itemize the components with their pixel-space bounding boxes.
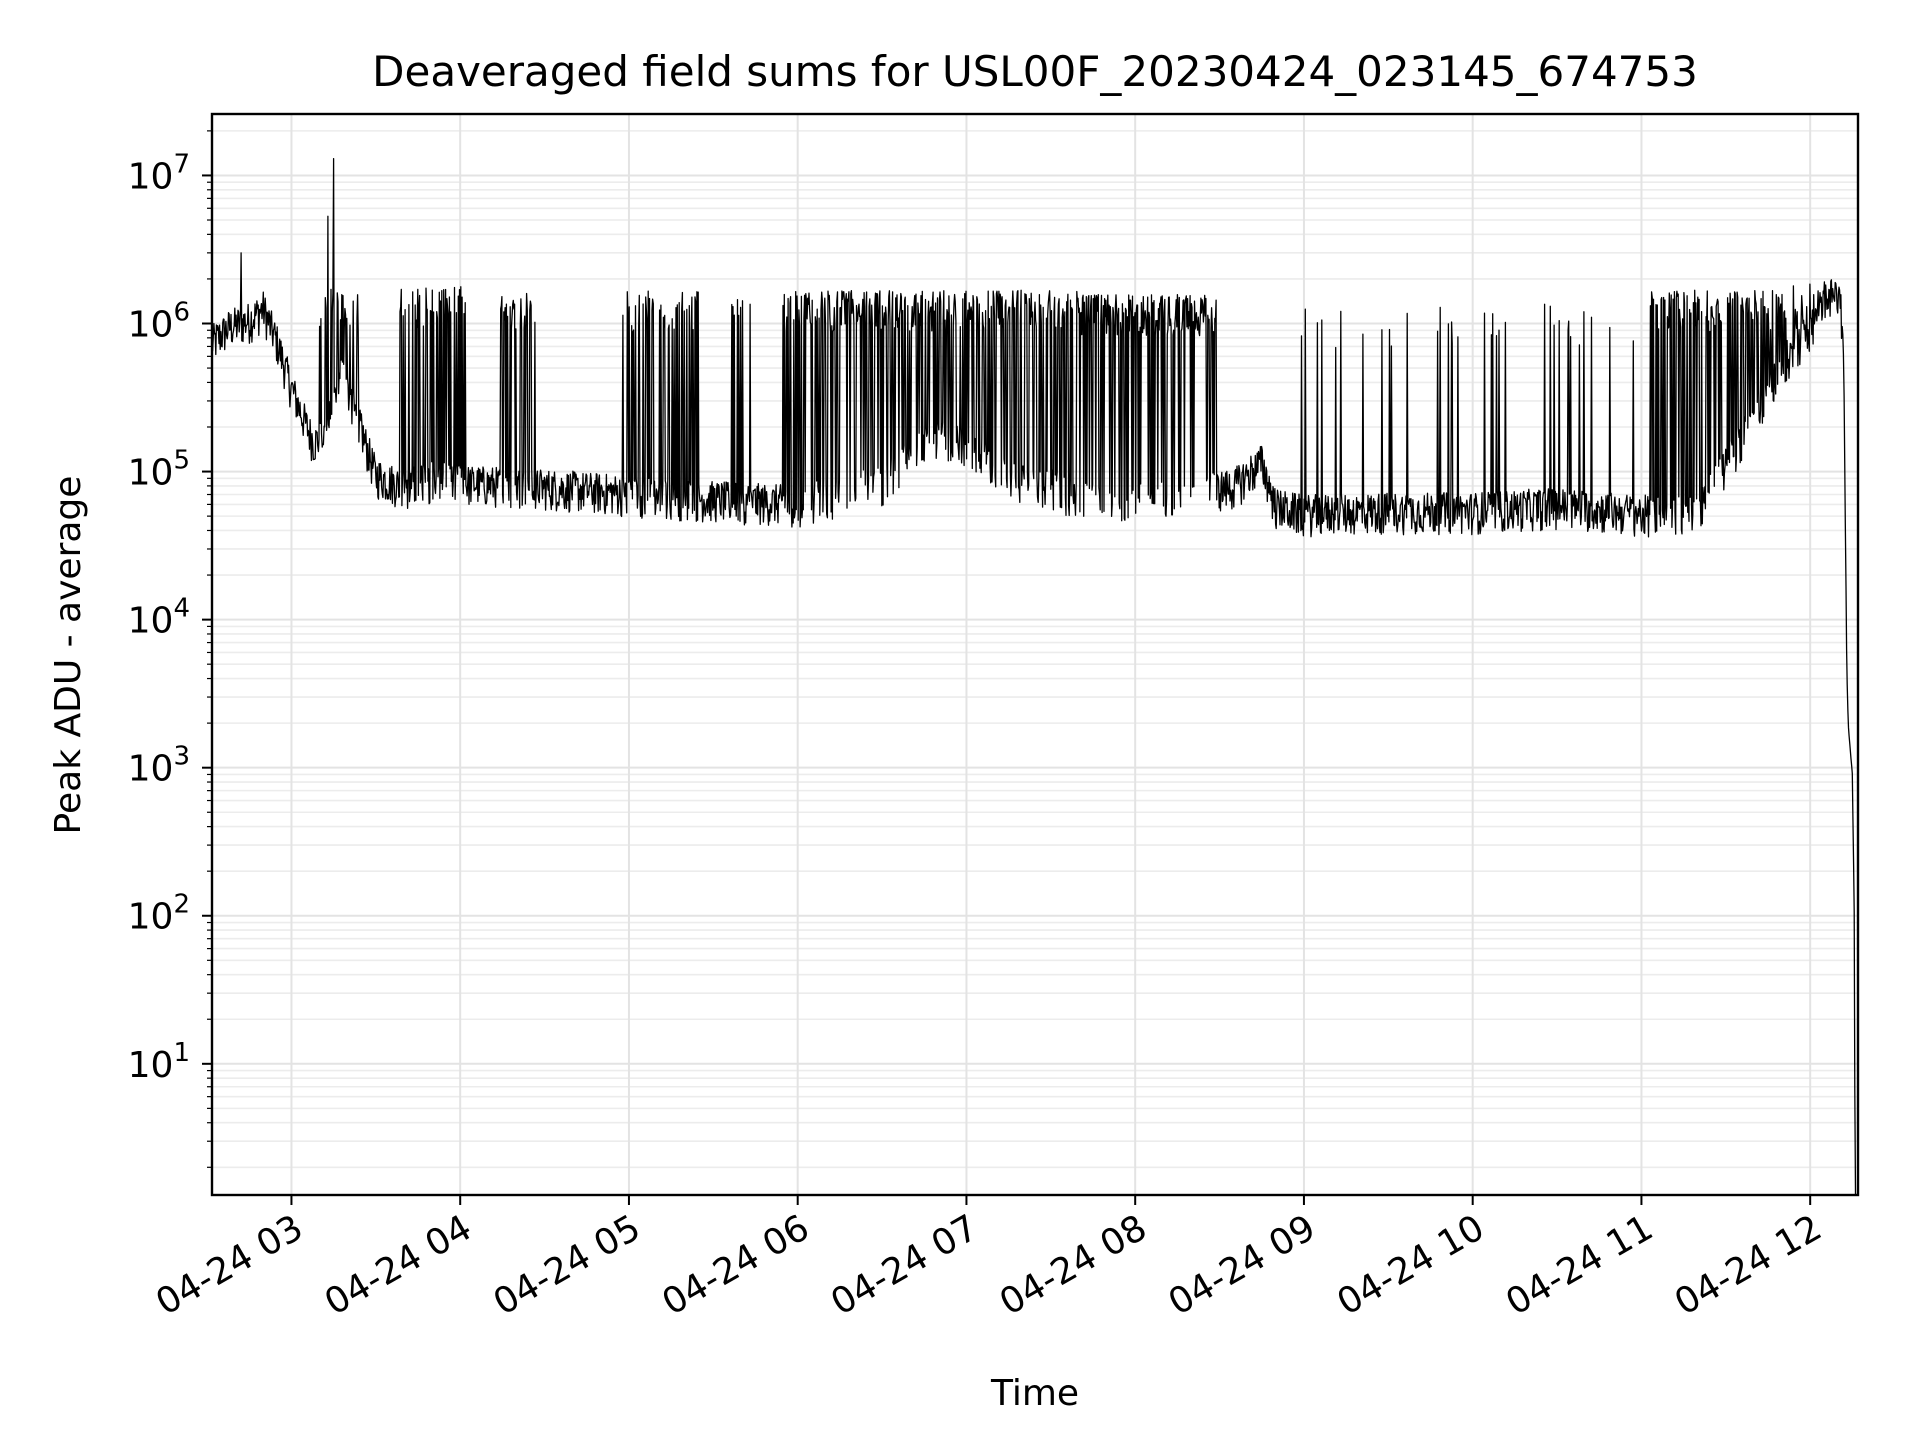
y-tick-label: 101 bbox=[128, 1038, 190, 1086]
x-tick-label: 04-24 03 bbox=[149, 1207, 310, 1323]
series-layer bbox=[211, 157, 1859, 1196]
y-tick-label: 104 bbox=[128, 594, 190, 642]
x-tick-label: 04-24 04 bbox=[318, 1207, 479, 1323]
x-tick-label: 04-24 10 bbox=[1331, 1207, 1492, 1323]
y-tick-label: 106 bbox=[128, 298, 190, 346]
x-axis-label: Time bbox=[990, 1373, 1079, 1414]
x-tick-label: 04-24 06 bbox=[656, 1207, 817, 1323]
x-tick-label: 04-24 09 bbox=[1162, 1207, 1323, 1323]
series-line bbox=[211, 157, 1859, 1196]
y-axis-label: Peak ADU - average bbox=[48, 476, 89, 835]
chart-title: Deaveraged field sums for USL00F_2023042… bbox=[372, 47, 1698, 96]
y-tick-label: 102 bbox=[128, 890, 190, 938]
plot-frame bbox=[210, 112, 1860, 1197]
grid bbox=[212, 114, 1858, 1195]
x-tick-label: 04-24 08 bbox=[993, 1207, 1154, 1323]
y-tick-label: 103 bbox=[128, 742, 190, 790]
y-tick-label: 105 bbox=[128, 446, 190, 494]
x-tick-label: 04-24 05 bbox=[487, 1207, 648, 1323]
x-tick-label: 04-24 07 bbox=[824, 1207, 985, 1323]
x-tick-label: 04-24 12 bbox=[1668, 1207, 1829, 1323]
y-tick-label: 107 bbox=[128, 149, 190, 197]
x-tick-label: 04-24 11 bbox=[1499, 1207, 1660, 1323]
